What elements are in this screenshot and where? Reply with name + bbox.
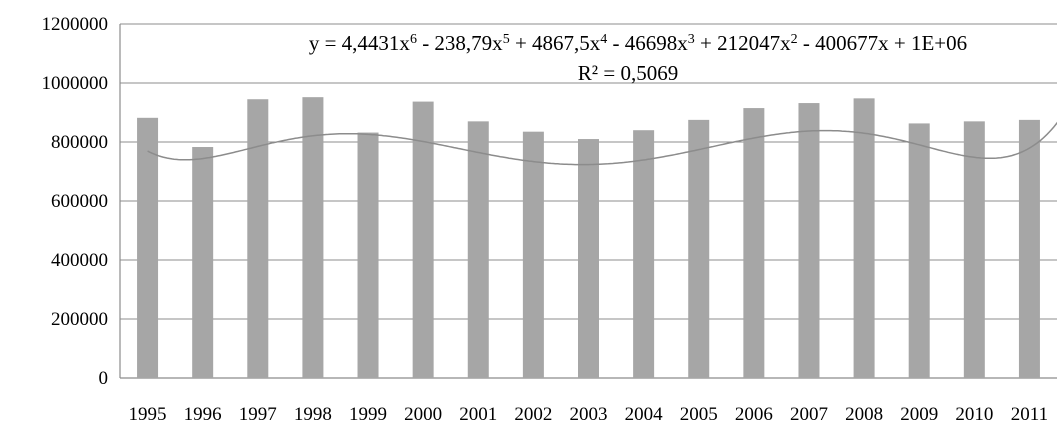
bar-2001 (467, 121, 489, 378)
x-tick-label: 1996 (184, 404, 222, 425)
equation-term: + 4867,5x (510, 31, 601, 55)
y-tick-label: 1200000 (42, 14, 109, 35)
bar-1996 (192, 147, 214, 378)
x-tick-label: 2005 (680, 404, 718, 425)
equation-exponent: 6 (410, 32, 417, 47)
bar-2005 (688, 119, 710, 378)
x-tick-label: 2006 (735, 404, 773, 425)
trendline-equation-group: y = 4,4431x6 - 238,79x5 + 4867,5x4 - 466… (309, 31, 967, 85)
bar-1997 (247, 99, 269, 378)
x-tick-label: 1998 (294, 404, 332, 425)
bar-2006 (743, 108, 765, 378)
x-tick-label: 2007 (790, 404, 828, 425)
equation-exponent: 5 (503, 32, 510, 47)
x-tick-label: 2011 (1011, 404, 1048, 425)
y-tick-label: 1000000 (42, 73, 109, 94)
bar-1999 (357, 132, 379, 378)
bar-2010 (963, 121, 985, 378)
x-tick-label: 1997 (239, 404, 277, 425)
x-tick-label: 1999 (349, 404, 387, 425)
y-tick-label: 0 (99, 368, 109, 389)
bar-2003 (578, 139, 599, 378)
equation-term: + 212047x (695, 31, 791, 55)
y-tick-label: 200000 (51, 309, 108, 330)
y-axis-ticks: 0 200000 400000 600000 800000 1000000 1200000 (42, 14, 109, 389)
equation-exponent: 4 (600, 32, 607, 47)
x-tick-label: 2002 (514, 404, 552, 425)
x-axis-ticks: 1995 1996 1997 1998 1999 2000 2001 2002 2003 2004… (129, 404, 1049, 425)
x-tick-label: 2003 (570, 404, 608, 425)
bars (137, 97, 1040, 379)
x-tick-label: 2010 (955, 404, 993, 425)
x-tick-label: 2000 (404, 404, 442, 425)
bar-2007 (798, 103, 820, 378)
bar-2002 (522, 131, 544, 378)
equation-exponent: 2 (791, 32, 798, 47)
x-tick-label: 2001 (459, 404, 497, 425)
bar-1995 (137, 117, 159, 378)
equation-exponent: 3 (688, 32, 695, 47)
y-tick-label: 800000 (51, 132, 108, 153)
trendline (147, 121, 1057, 166)
r-squared-label: R² = 0,5069 (578, 61, 678, 85)
x-tick-label: 1995 (129, 404, 167, 425)
trendline-group (147, 121, 1057, 166)
bar-2000 (412, 101, 434, 379)
equation-term: - 400677x + 1E+06 (798, 31, 968, 55)
y-tick-label: 600000 (51, 191, 108, 212)
x-tick-label: 2004 (625, 404, 664, 425)
bar-2011 (1018, 119, 1040, 378)
x-tick-label: 2009 (900, 404, 938, 425)
trendline-equation: y = 4,4431x6 - 238,79x5 + 4867,5x4 - 466… (309, 31, 967, 55)
bar-2009 (908, 123, 930, 378)
bar-1998 (302, 97, 324, 378)
equation-term: - 238,79x (417, 31, 503, 55)
bar-2004 (633, 130, 655, 378)
equation-term: y = 4,4431x (309, 31, 411, 55)
equation-term: - 46698x (607, 31, 688, 55)
y-tick-label: 400000 (51, 250, 108, 271)
bar-2008 (853, 98, 875, 378)
x-tick-label: 2008 (845, 404, 883, 425)
